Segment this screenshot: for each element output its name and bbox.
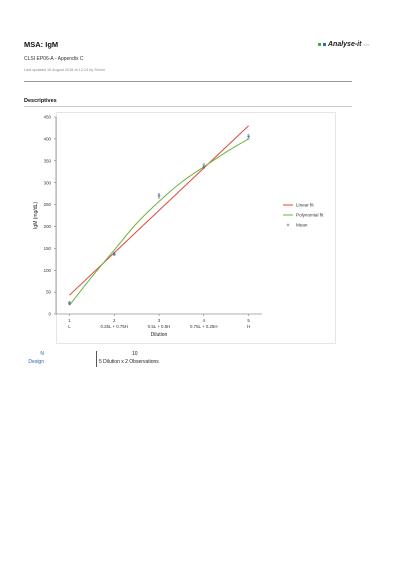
logo-version: 5.10 [363,43,370,47]
logo-square-green-icon [318,42,321,46]
header-divider [24,81,352,82]
y-tick-label: 250 [44,202,52,207]
section-title: Descriptives [24,98,57,104]
mean-point [112,252,116,256]
x-tick-label: 2 [113,318,116,323]
chart-frame [56,112,336,344]
legend-linear-label: Linear fit [296,203,314,208]
x-tick-sublabel: 0.25L + 0.75H [100,324,128,329]
mean-point [247,135,250,139]
mean-point [202,164,206,168]
y-tick-label: 450 [44,115,52,120]
x-axis-title: Dilution [151,332,168,338]
y-tick-label: 350 [44,158,52,163]
mean-point [68,301,71,305]
section-divider [24,106,352,107]
x-tick-label: 5 [247,318,250,323]
legend-polynomial-label: Polynomial fit [296,213,324,218]
mean-point [157,194,161,198]
x-tick-label: 3 [158,318,161,323]
report-subtitle: CLSI EP06-A - Appendix C [24,56,84,62]
analyse-it-logo: Analyse-it 5.10 [318,41,369,48]
x-tick-sublabel: H [247,324,250,329]
polynomial-fit-curve [69,138,249,306]
y-tick-label: 50 [46,290,51,295]
logo-text: Analyse-it [328,41,362,48]
y-tick-label: 100 [44,268,52,273]
last-updated: Last updated 10 August 2018 at 12:14 by … [24,68,106,72]
x-tick-sublabel: 0.75L + 0.25H [190,324,218,329]
y-tick-label: 400 [44,136,52,141]
summary-divider [96,351,97,367]
y-tick-label: 200 [44,224,52,229]
y-tick-label: 300 [44,180,52,185]
x-tick-label: 4 [203,318,206,323]
y-tick-label: 0 [49,312,52,317]
x-tick-label: 1 [68,318,71,323]
x-tick-sublabel: L [68,324,71,329]
summary-label-n: N [40,351,44,357]
summary-value-design: 5 Dilution x 2 Observations [99,359,159,365]
report-title: MSA: IgM [24,40,59,49]
legend-mean-label: Mean [296,223,308,228]
legend-mean-swatch [286,223,290,227]
summary-label-design: Design [28,359,44,365]
logo-square-blue-icon [323,42,326,46]
y-tick-label: 150 [44,246,52,251]
y-axis-title: IgM (mg/dL) [33,202,39,229]
linear-fit-line [69,125,249,296]
summary-value-n: 10 [132,351,138,357]
x-tick-sublabel: 0.5L + 0.5H [148,324,171,329]
